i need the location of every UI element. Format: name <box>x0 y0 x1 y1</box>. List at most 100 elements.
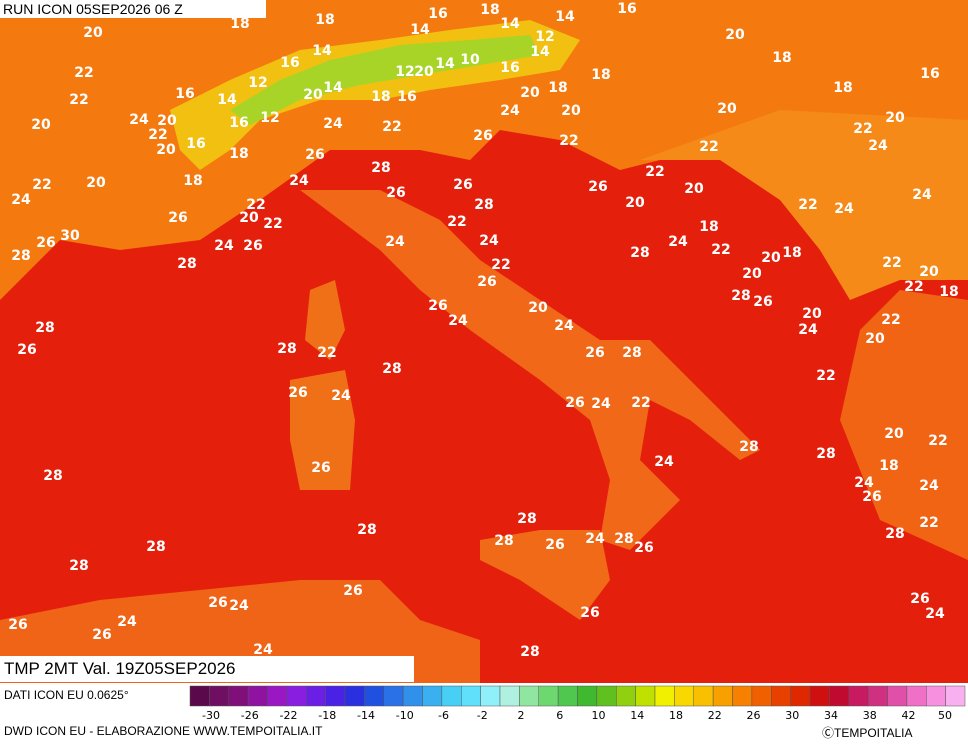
temp-label: 18 <box>879 458 898 474</box>
temp-label: 14 <box>500 16 520 32</box>
temp-label: 26 <box>386 185 405 201</box>
temp-label: 28 <box>494 533 513 549</box>
scale-tick-label: -10 <box>396 709 414 722</box>
temp-label: 16 <box>229 115 248 131</box>
temp-label: 18 <box>371 89 390 105</box>
temp-label: 24 <box>925 606 945 622</box>
temp-label: 16 <box>397 89 416 105</box>
scale-tick-label: 50 <box>938 709 952 722</box>
temp-label: 18 <box>699 219 718 235</box>
temp-label: 22 <box>148 127 167 143</box>
temp-label: 22 <box>882 255 901 271</box>
scale-tick-label: -14 <box>357 709 375 722</box>
temp-label: 28 <box>739 439 758 455</box>
temp-label: 22 <box>263 216 282 232</box>
temp-label: 24 <box>668 234 688 250</box>
sardinia-corsica <box>290 280 355 490</box>
scale-tick-label: 34 <box>824 709 838 722</box>
temp-label: 20 <box>725 27 745 43</box>
temp-label: 18 <box>939 284 958 300</box>
temp-label: 18 <box>229 146 248 162</box>
temp-label: 18 <box>315 12 334 28</box>
temp-label: 26 <box>243 238 262 254</box>
scale-swatch <box>209 685 229 707</box>
scale-tick-label: 30 <box>785 709 799 722</box>
temp-label: 28 <box>731 288 750 304</box>
temp-label: 28 <box>69 558 88 574</box>
alps-high <box>230 35 540 125</box>
temp-label: 20 <box>86 175 106 191</box>
temp-label: 28 <box>885 526 904 542</box>
scale-swatch <box>616 685 636 707</box>
temp-label: 20 <box>561 103 581 119</box>
temp-label: 14 <box>217 92 237 108</box>
scale-tick-label: 42 <box>902 709 916 722</box>
temp-label: 20 <box>157 113 177 129</box>
sicily <box>480 530 610 620</box>
temp-label: 12 <box>535 29 554 45</box>
temp-label: 26 <box>305 147 324 163</box>
temp-label: 26 <box>910 591 929 607</box>
temp-label: 16 <box>617 1 636 17</box>
scale-swatch <box>189 685 210 707</box>
temp-label: 24 <box>385 234 405 250</box>
scale-swatch <box>286 685 307 707</box>
temp-label: 28 <box>816 446 835 462</box>
temp-label: 24 <box>117 614 137 630</box>
temp-label: 24 <box>479 233 499 249</box>
temp-label: 22 <box>904 279 923 295</box>
temp-label: 20 <box>31 117 51 133</box>
temp-label: 12 <box>248 75 267 91</box>
temp-label: 22 <box>881 312 900 328</box>
scale-tick-label: 18 <box>669 709 683 722</box>
temp-label: 22 <box>559 133 578 149</box>
temp-label: 28 <box>474 197 493 213</box>
temp-label: 30 <box>60 228 80 244</box>
scale-tick-label: -18 <box>318 709 336 722</box>
temp-label: 20 <box>528 300 548 316</box>
temp-label: 20 <box>919 264 939 280</box>
temp-label: 22 <box>246 197 265 213</box>
scale-swatch <box>306 685 326 707</box>
scale-swatch <box>499 685 520 707</box>
scale-tick-label: -6 <box>438 709 449 722</box>
temp-label: 24 <box>129 112 149 128</box>
temp-label: 26 <box>92 627 111 643</box>
temp-label: 28 <box>357 522 376 538</box>
temp-label: 28 <box>35 320 54 336</box>
temp-label: 20 <box>303 87 323 103</box>
temp-label: 22 <box>711 242 730 258</box>
temp-label: 18 <box>772 50 791 66</box>
italy <box>300 190 760 550</box>
temp-label: 24 <box>585 531 605 547</box>
temp-label: 24 <box>253 642 273 658</box>
temp-label: 26 <box>473 128 492 144</box>
scale-swatch <box>867 685 888 707</box>
temp-label: 20 <box>684 181 704 197</box>
scale-swatch <box>771 685 791 707</box>
scale-tick-label: 6 <box>556 709 563 722</box>
scale-tick-label: 26 <box>747 709 761 722</box>
scale-swatch <box>267 685 288 707</box>
scale-swatch <box>577 685 598 707</box>
temp-label: 24 <box>919 478 939 494</box>
temp-label: 28 <box>622 345 641 361</box>
scale-swatch <box>693 685 714 707</box>
temp-label: 26 <box>208 595 227 611</box>
temp-label: 18 <box>591 67 610 83</box>
temp-label: 26 <box>17 342 36 358</box>
temp-label: 28 <box>382 361 401 377</box>
temp-label: 22 <box>699 139 718 155</box>
temp-label: 22 <box>853 121 872 137</box>
temp-label: 22 <box>631 395 650 411</box>
temp-label: 18 <box>183 173 202 189</box>
temp-label: 20 <box>865 331 885 347</box>
temp-label: 20 <box>414 64 434 80</box>
scale-tick-label: 10 <box>592 709 606 722</box>
run-label: RUN ICON 05SEP2026 06 Z <box>0 0 266 18</box>
temp-label: 14 <box>323 80 343 96</box>
temp-label: 20 <box>520 85 540 101</box>
scale-swatch <box>344 685 365 707</box>
temp-label: 12 <box>395 64 414 80</box>
